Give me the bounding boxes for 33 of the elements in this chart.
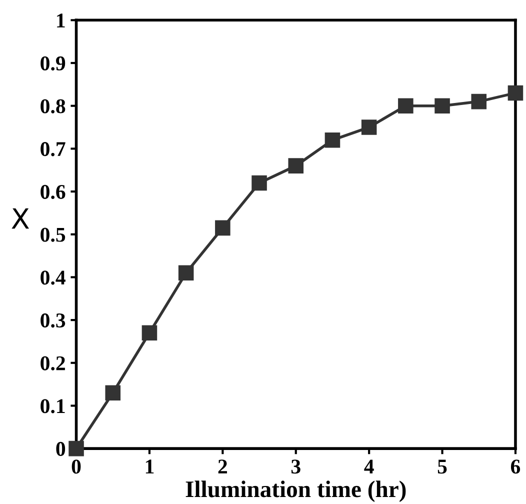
x-tick-label: 5 [438,460,447,474]
y-axis-title: X [12,208,30,229]
x-tick-label: 3 [291,460,300,474]
x-axis-title: Illumination time (hr) [186,480,406,502]
y-tick-label: 0.5 [40,228,66,242]
y-tick-label: 0.2 [40,356,65,370]
y-tick-label: 0.1 [40,399,65,414]
x-tick-label: 6 [510,460,520,474]
y-tick-label: 1 [57,14,65,28]
point [105,385,121,401]
point [471,94,487,110]
y-tick-label: 0.7 [40,142,66,156]
point [324,132,340,148]
point [398,98,414,114]
x-tick-label: 0 [72,460,81,474]
point [178,265,194,281]
point [361,120,377,135]
x-tick-label: 1 [146,460,154,474]
point [252,175,267,191]
x-tick-label: 2 [218,460,227,474]
x-tick-label: 4 [364,460,374,474]
y-tick-label: 0 [56,442,66,456]
point [508,85,524,101]
point [434,98,450,114]
y-tick-label: 0.3 [40,313,66,328]
y-tick-label: 0.6 [40,184,66,200]
y-tick-label: 0.8 [40,99,66,114]
point [68,440,84,456]
point [288,158,304,174]
point [215,220,230,236]
point [142,325,158,341]
y-tick-label: 0.9 [40,56,66,71]
y-tick-label: 0.4 [40,270,66,285]
